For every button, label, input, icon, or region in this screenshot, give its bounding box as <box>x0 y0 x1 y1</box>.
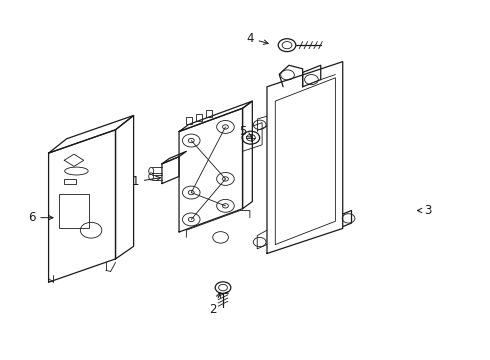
Bar <box>196 114 202 121</box>
Text: 1: 1 <box>131 175 161 188</box>
Bar <box>186 117 192 125</box>
Text: 6: 6 <box>28 211 53 224</box>
Bar <box>206 110 212 117</box>
Text: 3: 3 <box>417 204 432 217</box>
Bar <box>64 179 76 184</box>
Bar <box>59 194 89 228</box>
Text: 5: 5 <box>239 125 252 138</box>
Text: 4: 4 <box>246 32 268 45</box>
Text: 2: 2 <box>210 293 220 316</box>
